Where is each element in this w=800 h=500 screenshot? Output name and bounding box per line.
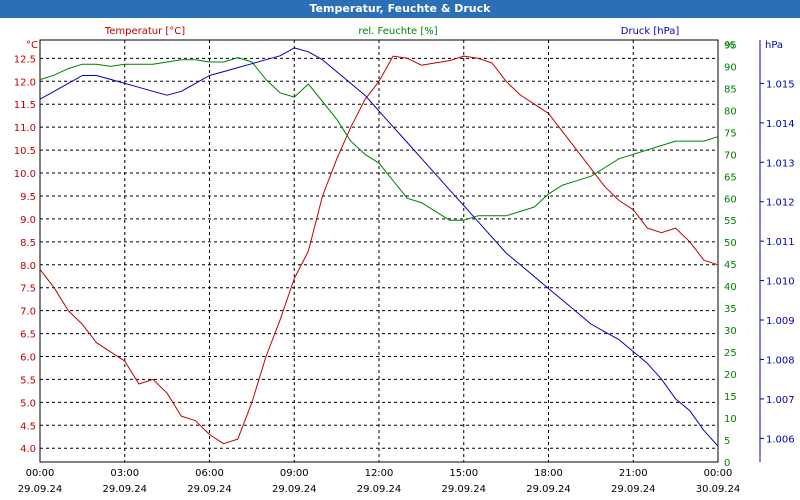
humidity-tick-label: 85	[724, 84, 737, 95]
humidity-tick-label: 80	[724, 106, 737, 117]
humidity-line	[39, 57, 719, 221]
pressure-tick-label: 1.008	[766, 355, 795, 366]
temperature-tick-label: 7.0	[20, 307, 36, 318]
humidity-tick-label: 65	[724, 172, 737, 183]
x-tick-time: 06:00	[195, 468, 224, 479]
x-tick-date: 29.09.24	[272, 484, 317, 495]
pressure-tick-label: 1.015	[766, 79, 795, 90]
humidity-tick-label: 5	[724, 436, 730, 447]
temperature-tick-label: 4.0	[20, 444, 36, 455]
x-tick-time: 00:00	[26, 468, 55, 479]
x-tick-time: 00:00	[704, 468, 733, 479]
humidity-axis: 0 5 10 15 20 25 30 35 40 45 50 55 60 65 70 75 80 85 90 95	[724, 40, 737, 469]
temperature-tick-label: 4.5	[20, 421, 36, 432]
grid-lines	[39, 40, 719, 462]
temperature-tick-label: 5.5	[20, 375, 36, 386]
humidity-tick-label: 35	[724, 304, 737, 315]
pressure-tick-label: 1.012	[766, 198, 795, 209]
humidity-tick-label: 50	[724, 238, 737, 249]
x-tick-time: 15:00	[449, 468, 478, 479]
temperature-unit-label: °C	[26, 40, 38, 51]
temperature-tick-label: 10.0	[14, 169, 36, 180]
x-tick-date: 29.09.24	[526, 484, 571, 495]
temperature-axis: 4.0 4.5 5.0 5.5 6.0 6.5 7.0 7.5 8.0 8.5 9.0 9.5 10.0…	[14, 54, 36, 455]
pressure-tick-label: 1.006	[766, 434, 795, 445]
temperature-tick-label: 8.5	[20, 238, 36, 249]
humidity-tick-label: 60	[724, 194, 737, 205]
pressure-tick-label: 1.013	[766, 158, 795, 169]
pressure-unit-label: hPa	[765, 40, 783, 51]
x-tick-time: 09:00	[280, 468, 309, 479]
humidity-tick-label: 15	[724, 392, 737, 403]
series-lines	[39, 47, 719, 447]
humidity-axis-label: rel. Feuchte [%]	[358, 26, 437, 37]
pressure-line	[39, 47, 719, 447]
temperature-tick-label: 11.0	[14, 123, 36, 134]
temperature-tick-label: 7.5	[20, 284, 36, 295]
humidity-tick-label: 95	[724, 40, 737, 51]
x-tick-time: 18:00	[534, 468, 563, 479]
temperature-tick-label: 11.5	[14, 100, 36, 111]
humidity-unit-label: %	[725, 40, 735, 51]
pressure-axis-label: Druck [hPa]	[621, 26, 680, 37]
pressure-tick-label: 1.010	[766, 277, 795, 288]
x-tick-date: 29.09.24	[611, 484, 656, 495]
x-tick-date: 29.09.24	[357, 484, 402, 495]
temperature-line	[39, 55, 719, 445]
humidity-tick-label: 55	[724, 216, 737, 227]
humidity-tick-label: 0	[724, 458, 730, 469]
temperature-tick-label: 6.5	[20, 330, 36, 341]
temperature-tick-label: 10.5	[14, 146, 36, 157]
temperature-axis-label: Temperatur [°C]	[104, 26, 185, 37]
x-tick-time: 21:00	[619, 468, 648, 479]
humidity-tick-label: 40	[724, 282, 737, 293]
humidity-tick-label: 20	[724, 370, 737, 381]
humidity-tick-label: 75	[724, 128, 737, 139]
temperature-tick-label: 8.0	[20, 261, 36, 272]
temperature-tick-label: 12.5	[14, 54, 36, 65]
x-tick-time: 12:00	[365, 468, 394, 479]
x-tick-date: 29.09.24	[102, 484, 147, 495]
humidity-tick-label: 10	[724, 414, 737, 425]
chart-title: Temperatur, Feuchte & Druck	[0, 0, 800, 18]
pressure-tick-label: 1.007	[766, 395, 795, 406]
x-tick-time: 03:00	[110, 468, 139, 479]
temperature-tick-label: 5.0	[20, 398, 36, 409]
x-tick-date: 29.09.24	[187, 484, 232, 495]
temperature-tick-label: 12.0	[14, 77, 36, 88]
pressure-axis: 1.006 1.007 1.008 1.009 1.010 1.011 1.012 1.013…	[759, 40, 795, 462]
x-tick-date: 30.09.24	[696, 484, 741, 495]
humidity-tick-label: 70	[724, 150, 737, 161]
pressure-tick-label: 1.014	[766, 119, 795, 130]
x-tick-date: 29.09.24	[18, 484, 63, 495]
pressure-tick-label: 1.011	[766, 237, 795, 248]
time-axis: 00:00 29.09.24 03:00 29.09.24 06:00 29.09.24 0…	[18, 468, 741, 495]
humidity-tick-label: 45	[724, 260, 737, 271]
x-tick-date: 29.09.24	[441, 484, 486, 495]
temperature-tick-label: 6.0	[20, 353, 36, 364]
pressure-tick-label: 1.009	[766, 316, 795, 327]
humidity-tick-label: 25	[724, 348, 737, 359]
humidity-tick-label: 90	[724, 62, 737, 73]
humidity-tick-label: 30	[724, 326, 737, 337]
plot-frame	[39, 39, 719, 463]
temperature-tick-label: 9.5	[20, 192, 36, 203]
temperature-tick-label: 9.0	[20, 215, 36, 226]
